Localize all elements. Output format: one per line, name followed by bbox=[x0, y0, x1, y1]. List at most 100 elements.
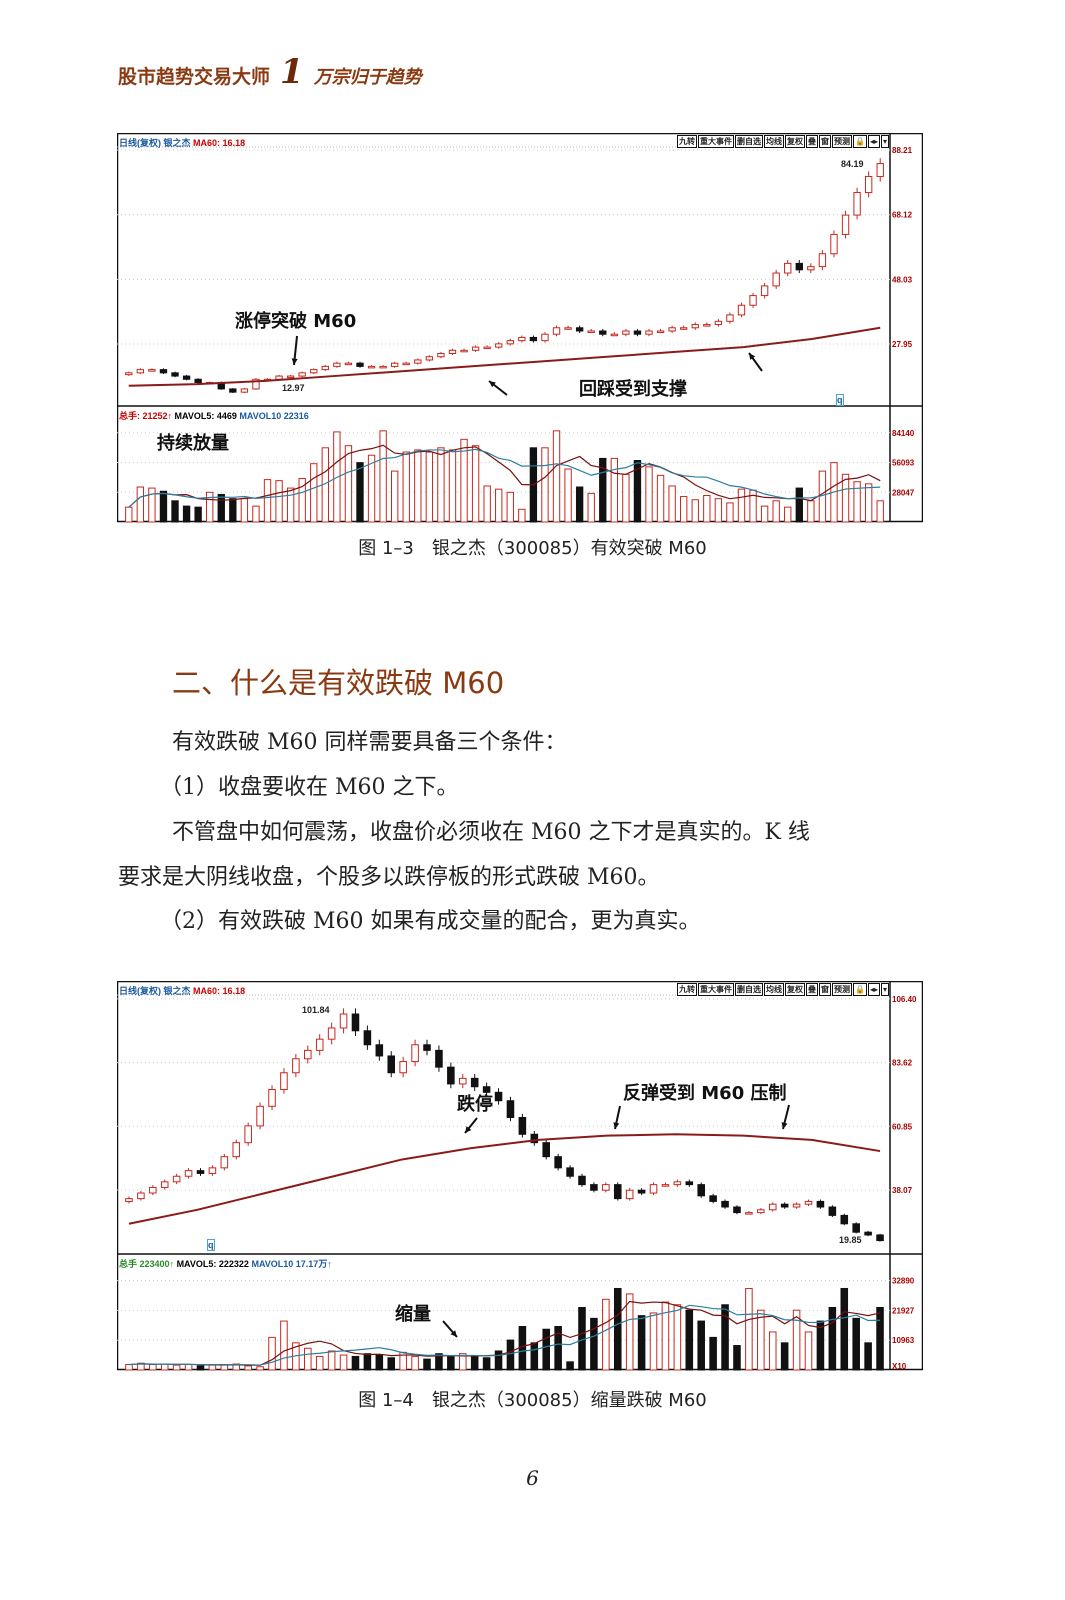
candle-up bbox=[304, 1049, 312, 1060]
volume-bar bbox=[575, 486, 584, 523]
toolbar-button[interactable]: 叠 bbox=[805, 983, 818, 996]
candle-up bbox=[760, 285, 769, 297]
volume-bar bbox=[590, 1317, 598, 1371]
paragraph: 有效跌破 M60 同样需要具备三个条件： bbox=[172, 730, 567, 755]
candle-up bbox=[622, 330, 630, 335]
candle-up bbox=[703, 324, 711, 327]
volume-bar bbox=[244, 1365, 252, 1371]
toolbar-button[interactable]: 复权 bbox=[784, 135, 805, 148]
volume-bar bbox=[714, 498, 723, 523]
candle-down bbox=[780, 1203, 789, 1208]
candle-up bbox=[506, 340, 514, 345]
candle-down bbox=[482, 1086, 491, 1093]
candle-down bbox=[229, 388, 237, 393]
candle-up bbox=[726, 314, 734, 322]
toolbar-button[interactable]: 删自选 bbox=[734, 983, 763, 996]
candle-up bbox=[292, 1058, 300, 1074]
volume-bar bbox=[656, 474, 665, 523]
candle-up bbox=[280, 1072, 288, 1091]
marker: q bbox=[836, 394, 844, 406]
volume-bar bbox=[217, 493, 225, 523]
volume-bar bbox=[194, 506, 202, 523]
volume-bar bbox=[737, 488, 746, 523]
volume-bar bbox=[310, 463, 318, 523]
high-label: 84.19 bbox=[841, 159, 864, 169]
toolbar-button[interactable]: 🔒 bbox=[852, 983, 867, 996]
candle-up bbox=[830, 233, 838, 255]
volume-bar bbox=[613, 1287, 622, 1371]
candle-up bbox=[661, 1184, 670, 1187]
candle-up bbox=[625, 1189, 634, 1200]
total-volume: 总手: 21252↑ bbox=[119, 411, 173, 421]
paragraph: （2）有效跌破 M60 如果有成交量的配合，更为真实。 bbox=[160, 909, 701, 934]
candle-up bbox=[853, 192, 861, 216]
volume-bar bbox=[876, 500, 884, 523]
toolbar-button[interactable]: 🔒 bbox=[852, 135, 867, 148]
candle-down bbox=[542, 1142, 551, 1158]
candle-down bbox=[387, 1055, 396, 1074]
candle-down bbox=[470, 1077, 479, 1088]
toolbar-button[interactable]: 复权 bbox=[784, 983, 805, 996]
volume-bar bbox=[645, 466, 653, 523]
volume-bar bbox=[149, 1364, 157, 1371]
volume-bar bbox=[208, 1364, 217, 1371]
candle-up bbox=[333, 362, 341, 367]
volume-bar bbox=[280, 1320, 288, 1371]
volume-bar bbox=[263, 479, 272, 523]
candle-down bbox=[709, 1195, 717, 1202]
ma-value: MA60: 16.18 bbox=[193, 138, 246, 148]
toolbar-button[interactable]: 均线 bbox=[763, 135, 784, 148]
volume-bar bbox=[148, 487, 156, 523]
candle-up bbox=[286, 375, 295, 379]
candle-down bbox=[633, 330, 642, 335]
toolbar-button[interactable]: 重大事件 bbox=[697, 135, 734, 148]
candle-up bbox=[252, 378, 260, 390]
candle-down bbox=[375, 1044, 384, 1057]
toolbar-button[interactable]: ◂▸ bbox=[867, 135, 880, 148]
price-tick-label: 60.85 bbox=[892, 1122, 913, 1131]
volume-bar bbox=[852, 1317, 860, 1371]
price-tick-label: 106.40 bbox=[892, 995, 917, 1004]
toolbar-button[interactable]: 九转 bbox=[676, 135, 697, 148]
toolbar-button[interactable]: ◂▸ bbox=[867, 983, 880, 996]
toolbar-button[interactable]: ▾ bbox=[880, 983, 889, 996]
candle-up bbox=[160, 1181, 169, 1188]
toolbar-button[interactable]: 叠 bbox=[805, 135, 818, 148]
toolbar-button[interactable]: 窗 bbox=[818, 135, 831, 148]
mavol5: MAVOL5: 4469 bbox=[174, 411, 237, 421]
volume-bar bbox=[541, 447, 549, 523]
volume-bar bbox=[625, 1293, 634, 1371]
candle-down bbox=[182, 375, 191, 380]
candle-down bbox=[196, 1170, 205, 1174]
candle-up bbox=[411, 1044, 419, 1063]
volume-bar bbox=[602, 1298, 610, 1371]
candle-down bbox=[816, 1200, 825, 1208]
volume-info: 总手 223400↑ MAVOL5: 222322 MAVOL10 17.17万… bbox=[119, 1257, 332, 1270]
volume-bar bbox=[768, 1331, 777, 1371]
toolbar-button[interactable]: ▾ bbox=[880, 135, 889, 148]
annotation-pressure: 反弹受到 M60 压制 bbox=[623, 1083, 787, 1104]
candle-up bbox=[315, 1038, 324, 1051]
volume-bar bbox=[125, 506, 133, 523]
volume-bar bbox=[256, 1366, 264, 1371]
toolbar-button[interactable]: 均线 bbox=[763, 983, 784, 996]
toolbar-button[interactable]: 窗 bbox=[818, 983, 831, 996]
candle-down bbox=[351, 1013, 360, 1032]
volume-bar bbox=[172, 1364, 181, 1371]
candle-up bbox=[148, 369, 156, 372]
mavol10-line bbox=[128, 448, 881, 508]
toolbar-button[interactable]: 九转 bbox=[676, 983, 697, 996]
volume-bar bbox=[327, 1350, 336, 1371]
candle-down bbox=[554, 1156, 562, 1169]
toolbar-button[interactable]: 预测 bbox=[831, 983, 852, 996]
toolbar-button[interactable]: 预测 bbox=[831, 135, 852, 148]
volume-bar bbox=[554, 1326, 562, 1371]
toolbar-button[interactable]: 删自选 bbox=[734, 135, 763, 148]
candle-up bbox=[772, 272, 780, 287]
candle-down bbox=[840, 1214, 849, 1225]
volume-bar bbox=[494, 1350, 503, 1371]
candle-up bbox=[864, 175, 873, 194]
volume-bar bbox=[402, 451, 410, 523]
toolbar-button[interactable]: 重大事件 bbox=[697, 983, 734, 996]
volume-bar bbox=[649, 1312, 658, 1371]
